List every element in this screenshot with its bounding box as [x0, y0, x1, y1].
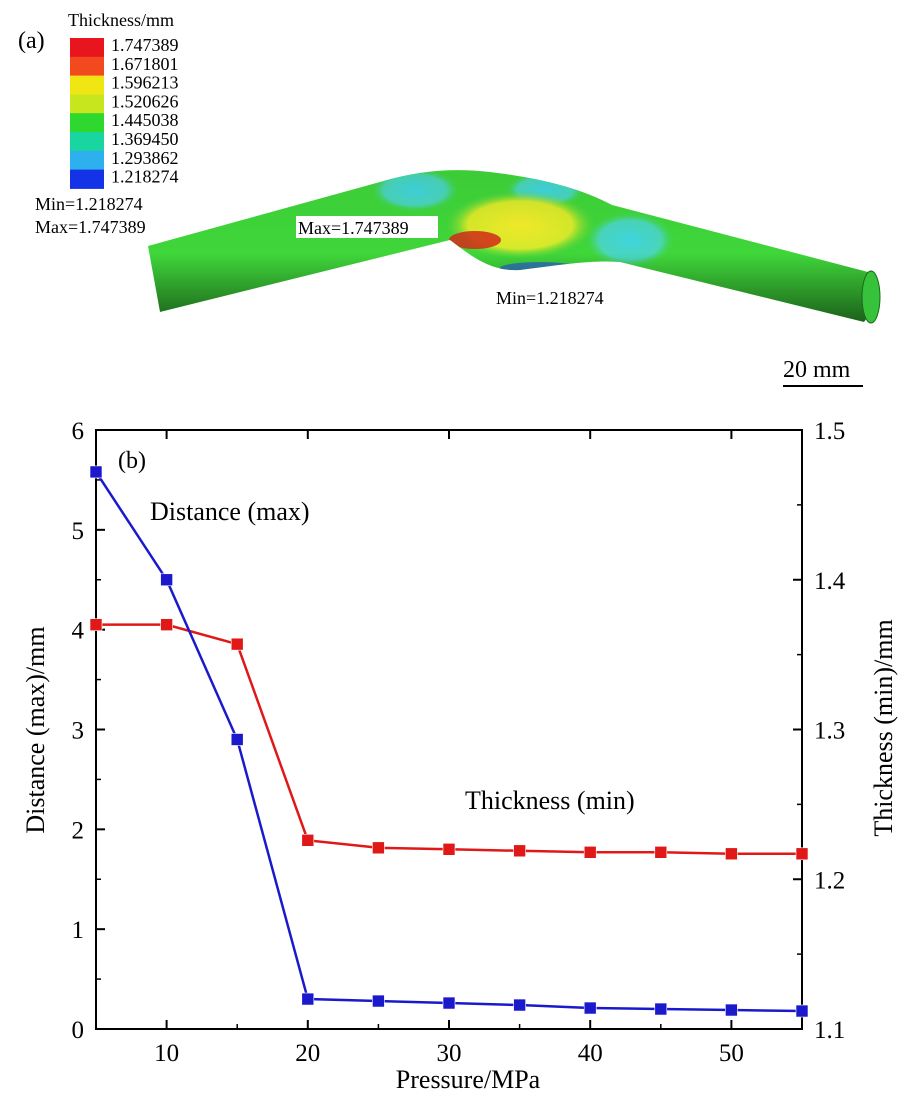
y-left-tick-label: 3 — [72, 718, 85, 745]
data-point-thickness-min — [89, 618, 103, 631]
y-left-tick-label: 4 — [72, 618, 85, 645]
min-annotation: Min=1.218274 — [496, 288, 604, 308]
data-point-distance-max — [230, 733, 244, 746]
y-left-axis-label: Distance (max)/mm — [21, 626, 50, 833]
legend-swatch — [70, 113, 104, 133]
y-left-tick-label: 0 — [72, 1017, 85, 1044]
plot-frame — [96, 430, 802, 745]
y-right-axis-label: Thickness (min)/mm — [869, 619, 898, 836]
y-left-tick-label: 6 — [72, 418, 85, 445]
legend-value-label: 1.218274 — [111, 167, 179, 187]
legend-swatch — [70, 169, 104, 189]
data-point-distance-max — [513, 998, 526, 1012]
legend-value-label: 1.671801 — [111, 54, 179, 74]
y-left-axis-ticks: 0 1 2 3 4 5 6 — [72, 418, 105, 1044]
x-tick-label: 40 — [578, 1040, 603, 1067]
data-point-distance-max — [372, 994, 385, 1008]
legend-value-label: 1.445038 — [111, 110, 179, 130]
y-left-tick-label: 2 — [72, 817, 85, 844]
legend-values: 1.7473891.6718011.5962131.5206261.445038… — [111, 35, 179, 187]
data-point-thickness-min — [230, 637, 244, 651]
data-point-thickness-min — [725, 847, 738, 861]
data-point-distance-max — [301, 992, 315, 1006]
legend-value-label: 1.596213 — [111, 73, 179, 93]
panel-b-chart: 10 20 30 40 50 0 1 2 3 4 5 6 1.1 1.2 1.3 1.4 1.5 (b) D… — [21, 418, 898, 1094]
legend-swatch — [70, 75, 104, 95]
data-point-distance-max — [89, 465, 103, 479]
y-right-tick-label: 1.1 — [814, 1017, 845, 1044]
data-point-distance-max — [442, 996, 456, 1010]
max-annotation: Max=1.747389 — [298, 218, 409, 238]
data-point-thickness-min — [795, 847, 809, 861]
y-left-tick-label: 5 — [72, 518, 85, 545]
data-point-distance-max — [725, 1003, 738, 1017]
min-text: Min=1.218274 — [35, 194, 143, 214]
x-tick-label: 30 — [437, 1040, 462, 1067]
data-point-distance-max — [654, 1002, 668, 1016]
y-right-tick-label: 1.4 — [814, 568, 846, 595]
series-label-thickness: Thickness (min) — [465, 786, 635, 815]
max-text: Max=1.747389 — [35, 217, 146, 237]
data-point-thickness-min — [301, 834, 315, 847]
series-label-distance: Distance (max) — [150, 497, 310, 526]
x-axis-label: Pressure/MPa — [396, 1065, 541, 1094]
legend-color-bar — [70, 38, 104, 189]
legend-value-label: 1.369450 — [111, 129, 179, 149]
legend-swatch — [70, 150, 104, 171]
data-point-thickness-min — [372, 841, 385, 855]
tube-contour-plot — [148, 170, 881, 324]
panel-b-label: (b) — [118, 448, 146, 474]
panel-a: (a) Thickness/mm 1.7473891.6718011.59621… — [18, 10, 881, 387]
max-annotation-bg — [296, 216, 438, 238]
data-point-distance-max — [583, 1001, 597, 1015]
data-point-distance-max — [160, 573, 173, 587]
data-point-thickness-min — [442, 842, 456, 856]
legend-swatch — [70, 56, 104, 77]
y-right-tick-label: 1.5 — [814, 418, 845, 445]
legend-value-label: 1.293862 — [111, 148, 179, 168]
y-right-axis-ticks: 1.1 1.2 1.3 1.4 1.5 — [793, 418, 846, 1044]
data-point-thickness-min — [654, 845, 668, 859]
data-point-thickness-min — [513, 844, 526, 858]
legend-value-label: 1.520626 — [111, 91, 179, 111]
legend-swatch — [70, 94, 104, 114]
y-left-tick-label: 1 — [72, 917, 85, 944]
y-right-tick-label: 1.3 — [814, 718, 845, 745]
legend-swatch — [70, 132, 104, 152]
series-line-distance-max — [94, 471, 803, 1013]
data-point-thickness-min — [583, 845, 597, 859]
y-right-tick-label: 1.2 — [814, 867, 845, 894]
scale-bar-label: 20 mm — [783, 357, 851, 383]
data-point-distance-max — [795, 1004, 809, 1018]
legend-title: Thickness/mm — [68, 10, 174, 30]
panel-a-label: (a) — [18, 28, 45, 54]
x-tick-label: 10 — [154, 1040, 179, 1067]
x-axis-ticks: 10 20 30 40 50 — [154, 430, 803, 1067]
x-tick-label: 50 — [719, 1040, 744, 1067]
tube-end-cap — [861, 270, 881, 324]
legend-value-label: 1.747389 — [111, 35, 179, 55]
series-layer — [89, 465, 809, 1018]
legend-swatch — [70, 38, 104, 58]
thickness-legend: Thickness/mm 1.7473891.6718011.5962131.5… — [68, 10, 179, 189]
x-tick-label: 20 — [295, 1040, 320, 1067]
data-point-thickness-min — [160, 618, 173, 631]
